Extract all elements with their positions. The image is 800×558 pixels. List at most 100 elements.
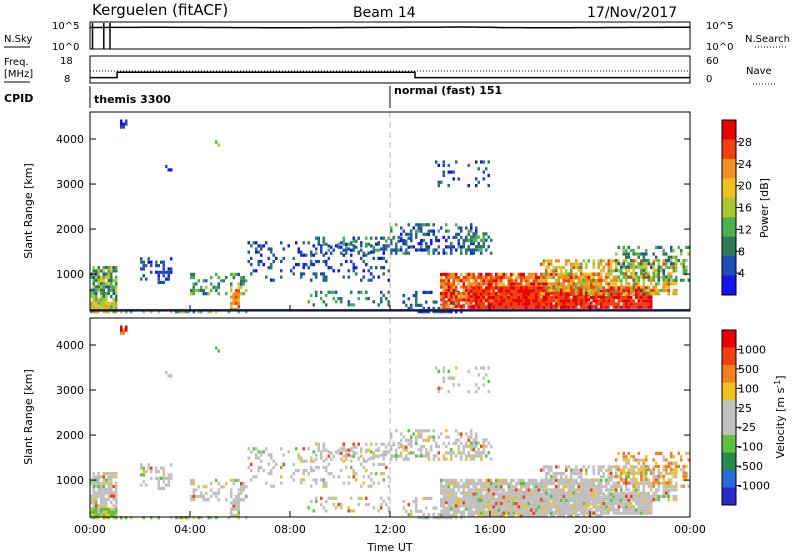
power-cell — [620, 299, 623, 302]
velocity-cell — [415, 500, 418, 503]
power-cell — [570, 292, 573, 295]
power-cell — [380, 297, 383, 300]
power-cell — [515, 302, 518, 305]
power-cell — [478, 286, 481, 289]
power-cell — [678, 259, 681, 262]
velocity-cell — [495, 499, 498, 502]
power-cell — [418, 248, 421, 251]
power-cell — [428, 233, 431, 236]
freq-left-tick-top: 18 — [60, 56, 73, 67]
velocity-cell — [365, 449, 368, 452]
velocity-cell — [218, 492, 221, 495]
power-cell — [373, 276, 376, 279]
power-cell — [443, 279, 446, 282]
power-cell — [545, 296, 548, 299]
velocity-cell — [518, 479, 521, 482]
power-cell — [500, 306, 503, 309]
power-cell — [605, 263, 608, 266]
velocity-cell — [535, 492, 538, 495]
velocity-cell — [395, 458, 398, 461]
velocity-cell — [658, 485, 661, 488]
velocity-cell — [110, 479, 113, 482]
power-cell — [663, 272, 666, 275]
velocity-cell — [523, 502, 526, 505]
power-cell — [98, 305, 101, 308]
velocity-cell — [510, 496, 513, 499]
velocity-cell — [463, 495, 466, 498]
velocity-cell — [420, 436, 423, 439]
power-cell — [558, 302, 561, 305]
power-cell — [473, 286, 476, 289]
power-cell — [253, 241, 256, 244]
power-cell — [445, 295, 448, 298]
velocity-cell — [635, 496, 638, 499]
power-cell — [203, 289, 206, 292]
velocity-cell — [545, 475, 548, 478]
power-cell — [570, 272, 573, 275]
velocity-cell — [448, 482, 451, 485]
power-cell — [625, 256, 628, 259]
power-cell — [495, 276, 498, 279]
velocity-cell — [593, 485, 596, 488]
power-cell — [638, 296, 641, 299]
velocity-cell — [658, 478, 661, 481]
power-cell — [305, 254, 308, 257]
velocity-cell — [495, 488, 498, 491]
power-cell — [575, 286, 578, 289]
velocity-cell — [218, 498, 221, 501]
power-cell — [320, 291, 323, 294]
power-cell — [640, 259, 643, 262]
power-cell — [458, 242, 461, 245]
power-cell — [518, 286, 521, 289]
velocity-cell — [570, 508, 573, 511]
power-cell — [523, 276, 526, 279]
power-cell — [168, 267, 171, 270]
velocity-cell — [488, 485, 491, 488]
power-cell — [605, 292, 608, 295]
power-cell — [478, 276, 481, 279]
power-cell — [610, 286, 613, 289]
power-cell — [328, 266, 331, 269]
power-cell — [640, 276, 643, 279]
velocity-cell — [623, 498, 626, 501]
power-cell — [580, 272, 583, 275]
velocity-cell — [668, 488, 671, 491]
power-cell — [375, 266, 378, 269]
velocity-cell — [428, 439, 431, 442]
velocity-cell — [440, 482, 443, 485]
power-cell — [618, 306, 621, 309]
power-cell — [443, 273, 446, 276]
velocity-cell — [508, 482, 511, 485]
velocity-cell — [630, 495, 633, 498]
velocity-cell — [535, 482, 538, 485]
power-cell — [573, 302, 576, 305]
velocity-cell — [608, 465, 611, 468]
power-cell — [125, 123, 128, 126]
velocity-cell — [585, 485, 588, 488]
power-cell — [213, 286, 216, 289]
power-cell — [403, 242, 406, 245]
velocity-cell — [340, 452, 343, 455]
velocity-cell — [465, 492, 468, 495]
power-cell — [113, 298, 116, 301]
power-cell — [303, 272, 306, 275]
power-cell — [385, 260, 388, 263]
velocity-cell — [665, 472, 668, 475]
velocity-cell — [485, 454, 488, 457]
velocity-cell — [365, 503, 368, 506]
power-cell — [483, 160, 486, 163]
power-cell — [215, 273, 218, 276]
velocity-cell — [583, 502, 586, 505]
velocity-cell — [493, 499, 496, 502]
velocity-cell — [670, 488, 673, 491]
velocity-cell — [95, 498, 98, 501]
power-cell — [200, 289, 203, 292]
power-cell — [585, 306, 588, 309]
power-cell — [593, 263, 596, 266]
power-cell — [488, 279, 491, 282]
power-cell — [558, 276, 561, 279]
power-cell — [550, 302, 553, 305]
power-cell — [333, 297, 336, 300]
velocity-cell — [338, 475, 341, 478]
power-cell — [570, 263, 573, 266]
